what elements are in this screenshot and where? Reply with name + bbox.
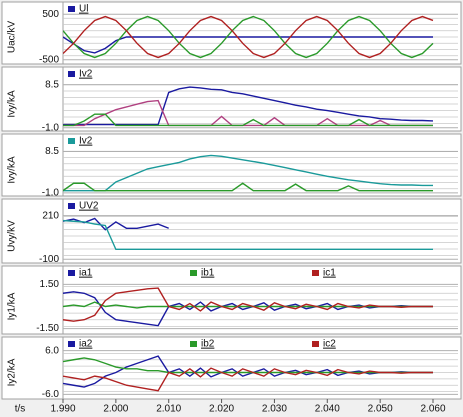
legend-swatch (312, 270, 319, 276)
legend-label: Ul (79, 4, 88, 15)
panel: -1.0 8.5 Ivy/kA Iv2 (1, 133, 462, 198)
series-line (63, 301, 433, 309)
legend-swatch (68, 71, 75, 77)
panel: -500 500 Uac/kV Ul (1, 1, 462, 65)
legend-swatch (68, 341, 75, 347)
legend-swatch (68, 270, 75, 276)
x-axis-label: t/s (15, 404, 26, 415)
series-line (63, 86, 434, 126)
series-line (63, 182, 433, 192)
y-axis-label: Ivy/kA (7, 90, 18, 118)
series-line (63, 357, 433, 374)
legend-swatch (190, 270, 197, 276)
panel: -6.0 6.0 Iy2/kA ia2 ib2 ic2 (1, 336, 462, 400)
legend-swatch (68, 203, 75, 209)
series-line (63, 219, 433, 251)
x-tick-label: 2.020 (209, 404, 234, 415)
y-axis-label: Uvy/kV (7, 220, 18, 252)
y-tick-label: -1.0 (42, 122, 60, 133)
x-tick-label: 2.000 (103, 404, 128, 415)
y-tick-label: 1.50 (40, 279, 60, 290)
legend-label: ic1 (323, 268, 336, 279)
panel: -100 210 Uvy/kV UV2 (1, 198, 462, 265)
x-tick-label: 2.060 (420, 404, 445, 415)
series-line (63, 113, 433, 127)
series-line (63, 15, 434, 59)
legend-label: ib1 (201, 268, 215, 279)
legend-swatch (68, 138, 75, 144)
x-tick-label: 1.990 (50, 404, 75, 415)
legend-label: ib2 (201, 339, 215, 350)
y-tick-label: 8.5 (45, 79, 59, 90)
y-axis-label: Iy2/kA (7, 358, 18, 386)
series-line (63, 99, 433, 127)
series-line (63, 15, 434, 59)
panel-frame (1, 133, 462, 197)
series-line (63, 291, 433, 327)
series-line (63, 367, 433, 392)
y-tick-label: -100 (39, 254, 59, 265)
x-tick-label: 2.040 (315, 404, 340, 415)
legend-label: UV2 (79, 201, 99, 212)
y-tick-label: 6.0 (45, 345, 59, 356)
legend-label: ic2 (323, 339, 336, 350)
y-tick-label: -1.50 (36, 323, 59, 334)
panel-frame (1, 336, 462, 400)
legend-label: Iv2 (79, 69, 93, 80)
x-tick-label: 2.010 (156, 404, 181, 415)
legend-swatch (190, 341, 197, 347)
series-line (63, 287, 433, 322)
y-tick-label: -500 (39, 54, 59, 65)
series-line (63, 36, 433, 54)
y-axis-label: Uac/kV (7, 21, 18, 54)
legend-swatch (312, 341, 319, 347)
panel-frame (1, 198, 462, 264)
legend-label: ia1 (79, 268, 93, 279)
panel-frame (1, 66, 462, 132)
y-tick-label: 8.5 (45, 146, 59, 157)
legend-label: ia2 (79, 339, 93, 350)
legend-label: Iv2 (79, 136, 93, 147)
y-tick-label: -1.0 (42, 187, 60, 198)
y-axis-label: Ivy/kA (7, 156, 18, 184)
y-tick-label: 500 (42, 9, 59, 20)
legend-swatch (68, 6, 75, 12)
y-tick-label: 210 (42, 210, 59, 221)
y-tick-label: -6.0 (42, 389, 60, 400)
x-tick-label: 2.030 (262, 404, 287, 415)
panel-frame (1, 1, 462, 65)
x-tick-label: 2.050 (368, 404, 393, 415)
panel: -1.50 1.50 Iy1/kA ia1 ib1 ic1 (1, 265, 462, 335)
series-line (63, 154, 433, 192)
y-axis-label: Iy1/kA (7, 292, 18, 320)
panel: -1.0 8.5 Ivy/kA Iv2 (1, 66, 462, 133)
